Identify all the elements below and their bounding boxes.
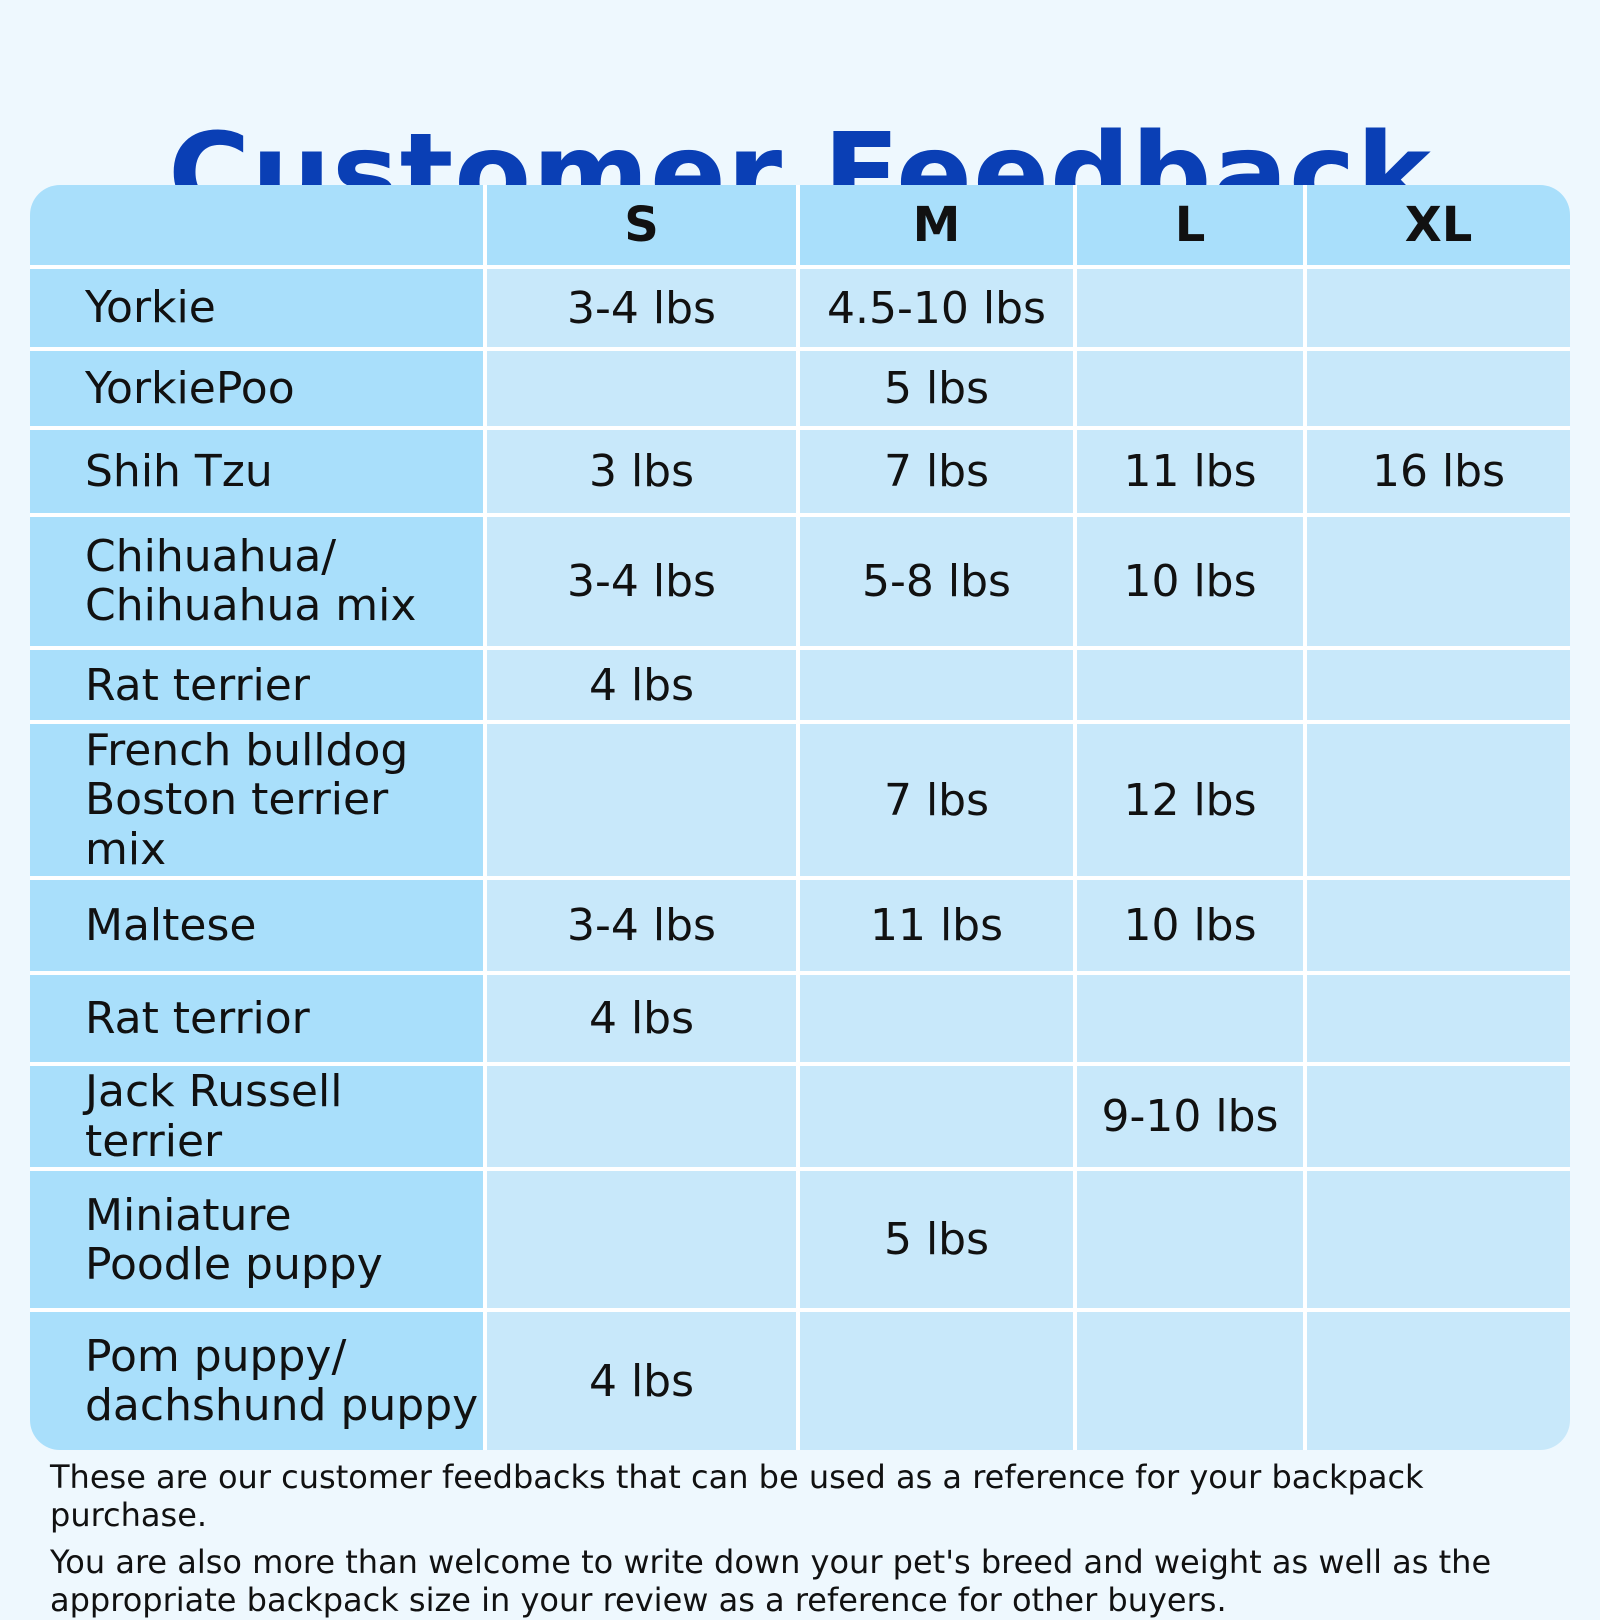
weight-cell-s [483,1167,800,1313]
header-size-l: L [1073,185,1307,269]
weight-cell-m: 4.5-10 lbs [796,264,1077,352]
weight-cell-l [1073,347,1307,431]
header-size-xl: XL [1303,185,1570,269]
weight-cell-m [796,1062,1077,1172]
breed-name: Yorkie [30,264,487,352]
weight-cell-l: 10 lbs [1073,876,1307,975]
breed-name: Rat terrier [30,646,487,725]
breed-name: Miniature Poodle puppy [30,1167,487,1313]
footer-line-1: These are our customer feedbacks that ca… [50,1458,1424,1535]
breed-name: Jack Russell terrier [30,1062,487,1172]
breed-name: YorkiePoo [30,347,487,431]
weight-cell-l: 12 lbs [1073,720,1307,881]
breed-name: Chihuahua/ Chihuahua mix [30,512,487,651]
header-row: S M L XL [30,185,1570,269]
weight-cell-s [483,720,800,881]
weight-cell-l [1073,1308,1307,1450]
weight-cell-s [483,1062,800,1172]
table-row: YorkiePoo 5 lbs [30,347,1570,431]
weight-cell-xl: 16 lbs [1303,426,1570,517]
header-breed [30,185,487,269]
weight-cell-xl [1303,876,1570,975]
weight-cell-xl [1303,646,1570,725]
weight-cell-l [1073,1167,1307,1313]
weight-cell-s: 3-4 lbs [483,264,800,352]
footer-line-2: You are also more than welcome to write … [50,1542,1492,1620]
table-row: Rat terrior 4 lbs [30,970,1570,1067]
weight-cell-m: 7 lbs [796,720,1077,881]
breed-name: Pom puppy/ dachshund puppy [30,1308,487,1450]
weight-cell-xl [1303,1062,1570,1172]
table-row: Miniature Poodle puppy 5 lbs [30,1167,1570,1313]
table-row: French bulldog Boston terrier mix 7 lbs 12… [30,720,1570,881]
table-row: Shih Tzu 3 lbs 7 lbs 11 lbs 16 lbs [30,426,1570,517]
breed-name: Shih Tzu [30,426,487,517]
weight-cell-xl [1303,264,1570,352]
breed-name: Maltese [30,876,487,975]
table-row: Rat terrier 4 lbs [30,646,1570,725]
weight-cell-xl [1303,970,1570,1067]
table-row: Yorkie 3-4 lbs 4.5-10 lbs [30,264,1570,352]
table-row: Maltese 3-4 lbs 11 lbs 10 lbs [30,876,1570,975]
weight-cell-m: 7 lbs [796,426,1077,517]
weight-cell-m: 5 lbs [796,347,1077,431]
weight-cell-l: 10 lbs [1073,512,1307,651]
breed-name: French bulldog Boston terrier mix [30,720,487,881]
weight-cell-xl [1303,512,1570,651]
weight-cell-l [1073,970,1307,1067]
weight-cell-m: 11 lbs [796,876,1077,975]
weight-cell-m [796,646,1077,725]
weight-cell-l: 9-10 lbs [1073,1062,1307,1172]
size-feedback-table: S M L XL Yorkie 3-4 lbs 4.5-10 lbs YorkiePo… [30,185,1570,1450]
weight-cell-m: 5 lbs [796,1167,1077,1313]
weight-cell-m: 5-8 lbs [796,512,1077,651]
weight-cell-m [796,970,1077,1067]
table-row: Chihuahua/ Chihuahua mix 3-4 lbs 5-8 lbs 10… [30,512,1570,651]
weight-cell-s: 3 lbs [483,426,800,517]
table-row: Pom puppy/ dachshund puppy 4 lbs [30,1308,1570,1450]
table-row: Jack Russell terrier 9-10 lbs [30,1062,1570,1172]
weight-cell-s [483,347,800,431]
weight-cell-s: 3-4 lbs [483,876,800,975]
weight-cell-xl [1303,720,1570,881]
weight-cell-l [1073,264,1307,352]
header-size-m: M [796,185,1077,269]
weight-cell-s: 4 lbs [483,970,800,1067]
weight-cell-l [1073,646,1307,725]
weight-cell-s: 4 lbs [483,646,800,725]
weight-cell-s: 3-4 lbs [483,512,800,651]
footer-note: These are our customer feedbacks that ca… [50,1458,1580,1620]
weight-cell-l: 11 lbs [1073,426,1307,517]
weight-cell-xl [1303,1308,1570,1450]
weight-cell-xl [1303,1167,1570,1313]
weight-cell-s: 4 lbs [483,1308,800,1450]
header-size-s: S [483,185,800,269]
breed-name: Rat terrior [30,970,487,1067]
weight-cell-xl [1303,347,1570,431]
weight-cell-m [796,1308,1077,1450]
